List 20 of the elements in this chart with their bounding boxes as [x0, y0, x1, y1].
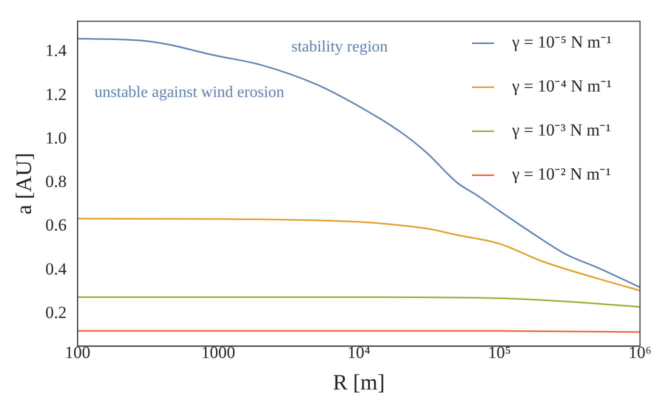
- y-tick-label: 1.2: [45, 84, 67, 104]
- x-tick-label: 10⁵: [488, 342, 511, 362]
- x-tick-label: 10⁴: [347, 342, 370, 362]
- y-tick-label: 0.2: [45, 302, 67, 322]
- legend-label: γ = 10⁻³ N m⁻¹: [511, 120, 611, 140]
- y-tick-label: 0.6: [45, 216, 67, 235]
- y-tick-label: 0.8: [45, 172, 67, 192]
- x-tick-label: 10⁶: [628, 342, 652, 362]
- x-tick-label: 1000: [201, 342, 236, 362]
- y-tick-label: 1.0: [45, 128, 67, 148]
- legend-label: γ = 10⁻² N m⁻¹: [511, 164, 611, 184]
- x-axis-title: R [m]: [332, 370, 385, 395]
- y-axis-title: a [AU]: [10, 152, 36, 215]
- y-tick-label: 1.4: [45, 41, 68, 60]
- y-tick-label: 0.4: [45, 259, 68, 278]
- legend-label: γ = 10⁻⁴ N m⁻¹: [511, 76, 612, 96]
- legend-label: γ = 10⁻⁵ N m⁻¹: [511, 32, 612, 52]
- annotation: unstable against wind erosion: [94, 84, 284, 101]
- x-tick-label: 100: [64, 342, 90, 362]
- annotation: stability region: [291, 38, 388, 56]
